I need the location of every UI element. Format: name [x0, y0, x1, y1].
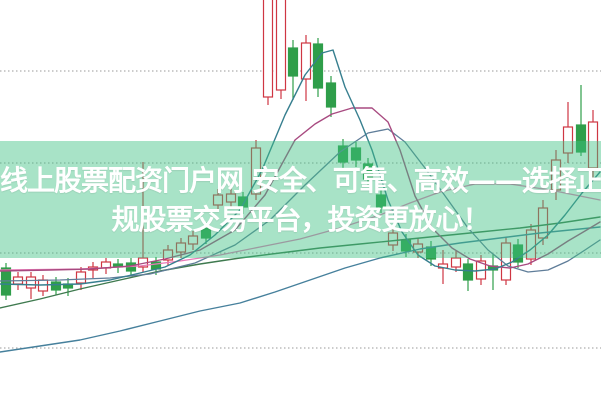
- candle-body: [250, 147, 262, 195]
- candle-body: [562, 126, 574, 154]
- candle-body: [312, 43, 324, 89]
- candle-body: [75, 271, 87, 284]
- candle-body: [300, 42, 312, 80]
- ma-short-teal: [0, 49, 601, 286]
- candle-body: [387, 232, 399, 246]
- ma-mid-slate: [0, 128, 601, 282]
- candle-body: [225, 193, 237, 203]
- ma-short-magenta: [0, 107, 601, 272]
- candle-body: [587, 121, 599, 169]
- promo-banner: 线上股票配资门户网 安全、可靠、高效——选择正 规股票交易平台，投资更放心！: [0, 141, 601, 258]
- candle-body: [362, 163, 374, 180]
- candle-body: [512, 244, 524, 263]
- candle-body: [375, 194, 387, 208]
- candle-body: [275, 0, 287, 91]
- candle-body: [175, 242, 187, 253]
- ma-long-darkgreen: [0, 216, 601, 309]
- candle-body: [525, 229, 537, 260]
- candle-body: [462, 263, 474, 281]
- candle-body: [25, 276, 37, 289]
- promo-line-2: 规股票交易平台，投资更放心！: [111, 202, 490, 236]
- candle-body: [50, 281, 62, 291]
- candle-body: [162, 249, 174, 261]
- ma-mid-pink: [0, 183, 601, 271]
- candle-body: [537, 207, 549, 239]
- candle-body: [575, 124, 587, 153]
- candle-body: [187, 235, 199, 245]
- candle-body: [350, 147, 362, 161]
- candle-body: [287, 47, 299, 77]
- candle-body: [237, 196, 249, 208]
- candle-body: [262, 0, 274, 98]
- candle-body: [325, 82, 337, 108]
- promo-line-1: 线上股票配资门户网 安全、可靠、高效——选择正: [0, 163, 601, 197]
- candle-body: [550, 159, 562, 191]
- candle-body: [450, 257, 462, 268]
- candle-body: [200, 227, 212, 239]
- candle-body: [212, 194, 224, 206]
